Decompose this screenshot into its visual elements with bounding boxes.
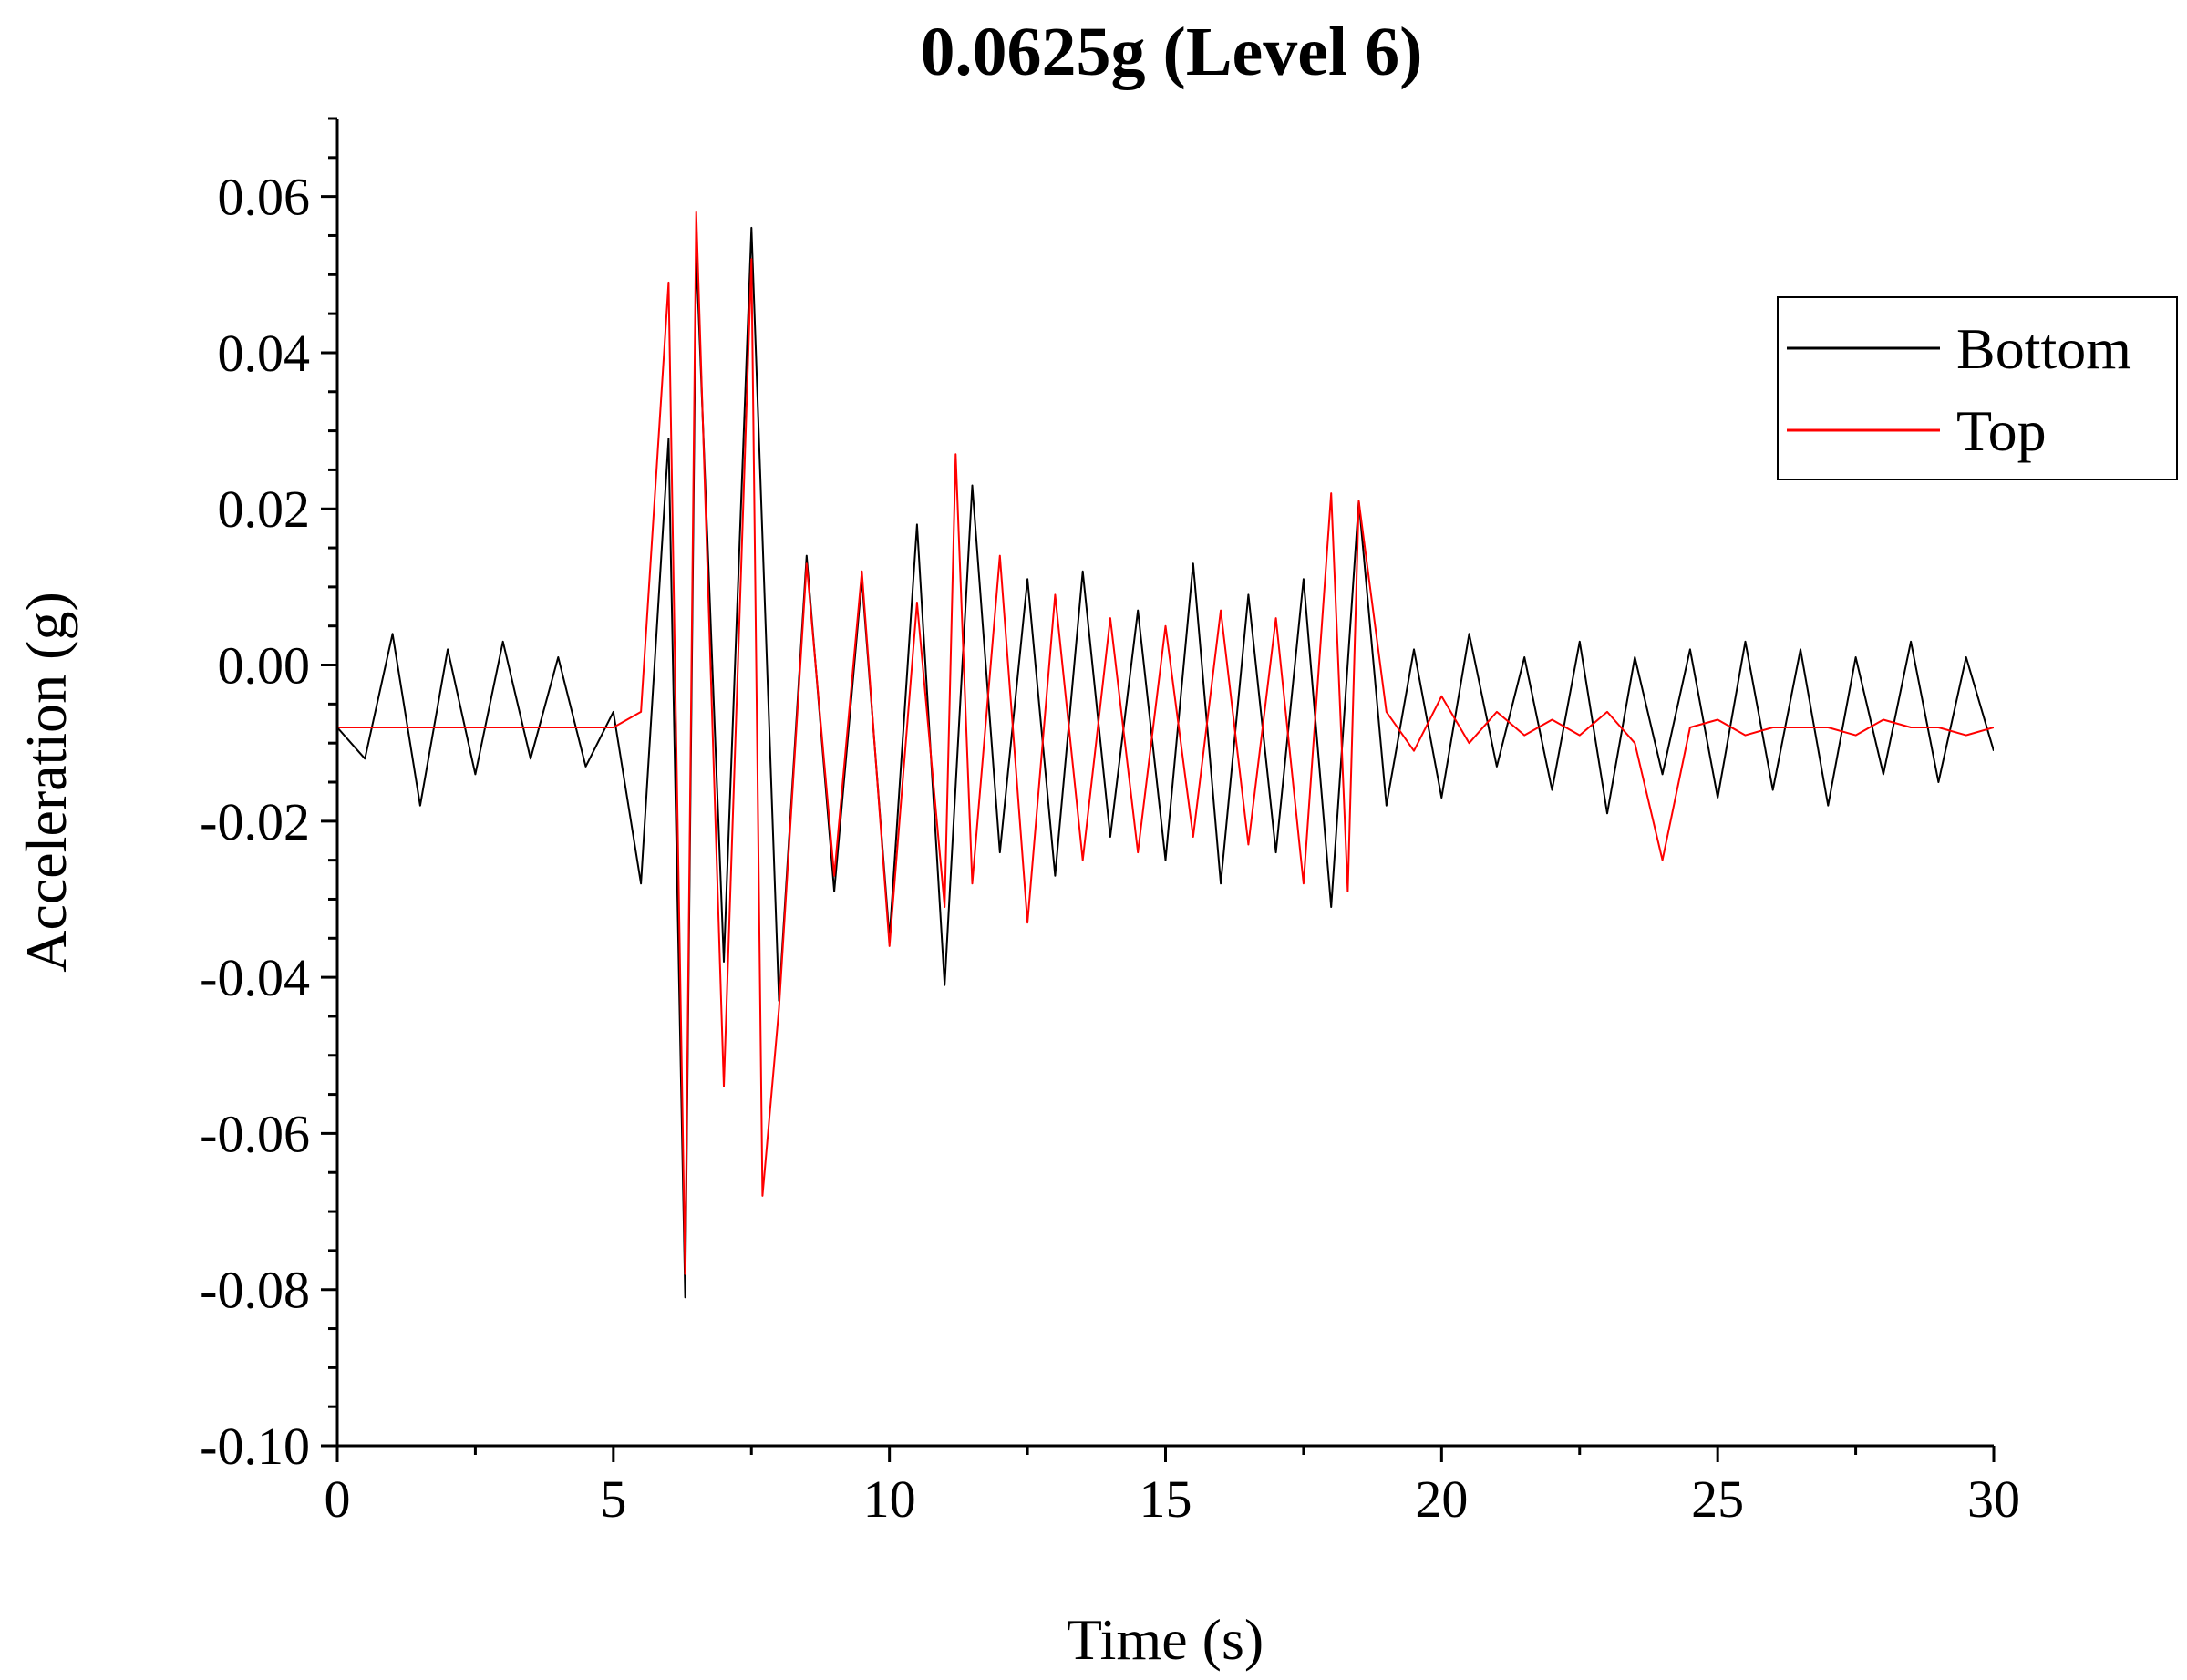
y-tick-label: -0.10: [200, 1417, 310, 1476]
legend-box: [1777, 296, 2178, 480]
y-tick-label: 0.00: [218, 636, 311, 696]
series-line-top: [337, 211, 1994, 1275]
x-axis-label: Time (s): [1067, 1607, 1264, 1672]
y-tick-label: 0.02: [218, 479, 311, 539]
x-tick-label: 5: [600, 1469, 626, 1529]
x-tick-label: 15: [1140, 1469, 1192, 1529]
y-axis-ticks: -0.10 -0.08 -0.06 -0.04 -0.02 0.00 0.02 0.04 0.0…: [200, 117, 337, 1476]
x-tick-label: 30: [1967, 1469, 2020, 1529]
chart-title: 0.0625g (Level 6): [921, 14, 1423, 90]
y-tick-label: -0.02: [200, 792, 310, 851]
legend-label-top: Top: [1956, 398, 2047, 463]
x-axis-ticks: 0 5 10 15 20 25 30: [325, 1446, 2020, 1529]
legend-label-bottom: Bottom: [1956, 316, 2131, 381]
legend: Bottom Top: [1777, 296, 2178, 480]
x-tick-label: 0: [325, 1469, 351, 1529]
y-tick-label: -0.06: [200, 1104, 310, 1163]
x-tick-label: 20: [1415, 1469, 1468, 1529]
y-tick-label: -0.08: [200, 1261, 310, 1320]
x-tick-label: 10: [863, 1469, 916, 1529]
x-tick-label: 25: [1691, 1469, 1744, 1529]
y-tick-label: -0.04: [200, 948, 310, 1007]
y-tick-label: 0.06: [218, 168, 311, 227]
y-axis-label: Acceleration (g): [14, 592, 78, 973]
series-layer: [337, 211, 1994, 1299]
y-tick-label: 0.04: [218, 324, 311, 383]
series-line-bottom: [337, 226, 1994, 1299]
